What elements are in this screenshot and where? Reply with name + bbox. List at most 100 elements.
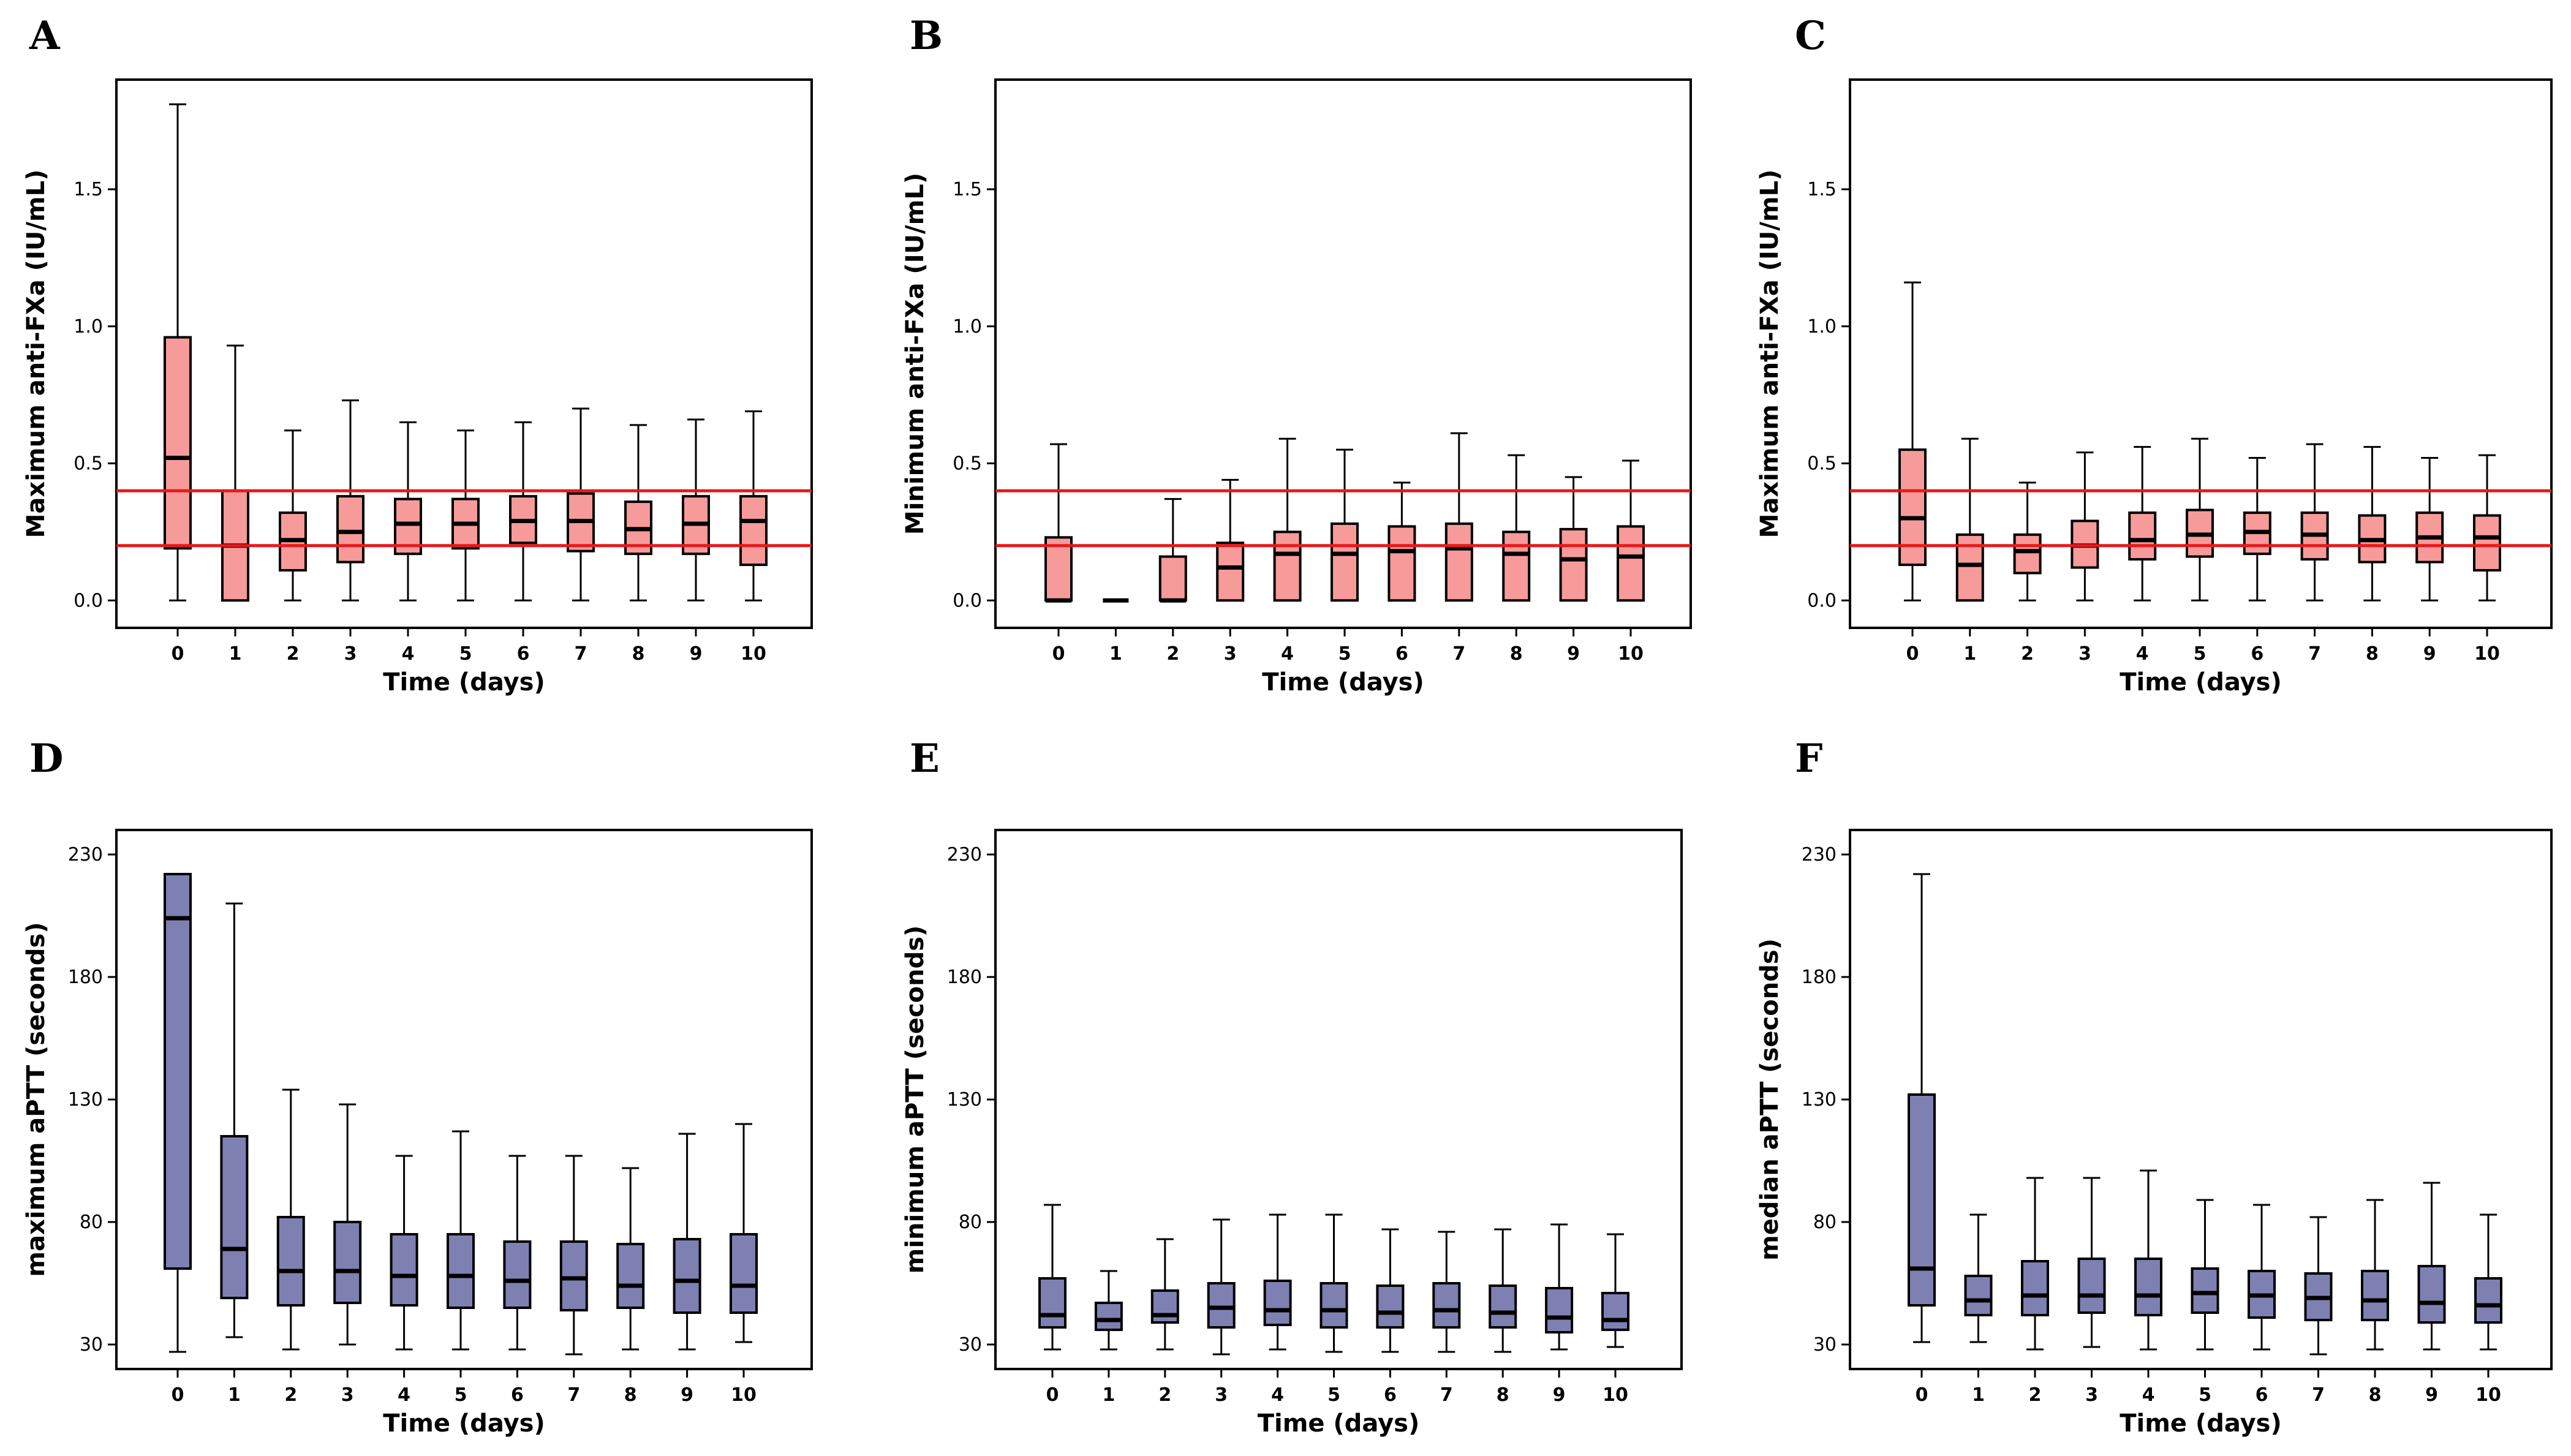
panel-d-xtick-label: 4 xyxy=(398,1384,410,1406)
panel-a-box-day-3 xyxy=(336,495,364,564)
panel-a-box-day-0 xyxy=(164,336,192,550)
panel-b-xtick-label: 6 xyxy=(1395,643,1408,665)
panel-f-ytick-label: 30 xyxy=(1813,1334,1837,1356)
panel-f-xtick-label: 3 xyxy=(2085,1384,2098,1406)
panel-e-box-day-5 xyxy=(1319,1282,1348,1329)
panel-d-box-day-9 xyxy=(673,1238,701,1314)
panel-e-ylabel: minimum aPTT (seconds) xyxy=(901,926,929,1274)
panel-e-xtick-label: 1 xyxy=(1102,1384,1115,1406)
panel-f-xtick-label: 8 xyxy=(2369,1384,2382,1406)
panel-e-xtick-label: 10 xyxy=(1603,1384,1628,1406)
panel-b-ytick-label: 0.0 xyxy=(953,590,982,611)
panel-d-ytick-label: 180 xyxy=(68,967,103,988)
panel-f-letter: F xyxy=(1795,736,1822,782)
panel-b-xtick-label: 2 xyxy=(1166,643,1179,665)
panel-e-xtick-label: 7 xyxy=(1440,1384,1453,1406)
panel-c-box-day-2 xyxy=(2013,533,2042,575)
panel-f-ytick-label: 130 xyxy=(1802,1089,1837,1111)
panel-b-xtick-label: 9 xyxy=(1567,643,1580,665)
panel-c-xtick-label: 6 xyxy=(2251,643,2263,665)
panel-c-xtick-label: 10 xyxy=(2474,643,2500,665)
panel-d-box-day-5 xyxy=(447,1233,475,1309)
panel-a-xtick-label: 7 xyxy=(575,643,587,665)
panel-f-xtick-label: 0 xyxy=(1916,1384,1928,1406)
panel-d-box-day-0 xyxy=(164,873,192,1270)
panel-e-xtick-label: 6 xyxy=(1384,1384,1397,1406)
panel-d-xtick-label: 6 xyxy=(511,1384,524,1406)
panel-c-xtick-label: 0 xyxy=(1906,643,1919,665)
panel-b-box-day-2 xyxy=(1158,555,1187,602)
panel-a-xtick-label: 6 xyxy=(517,643,530,665)
panel-f-xtick-label: 9 xyxy=(2425,1384,2438,1406)
panel-e-box-day-1 xyxy=(1094,1302,1123,1331)
panel-c-box-day-0 xyxy=(1898,448,1927,567)
panel-f-ytick-label: 230 xyxy=(1802,844,1837,866)
panel-d-xtick-label: 5 xyxy=(455,1384,467,1406)
panel-f-box-day-0 xyxy=(1908,1093,1936,1307)
panel-b-ytick-label: 1.0 xyxy=(953,316,982,338)
panel-d-xtick-label: 8 xyxy=(624,1384,637,1406)
panel-d-ytick-label: 230 xyxy=(68,844,103,866)
panel-e-ytick-label: 80 xyxy=(959,1212,982,1233)
panel-b-xtick-label: 4 xyxy=(1281,643,1294,665)
panel-f-box-day-9 xyxy=(2417,1265,2446,1324)
panel-a-xtick-label: 4 xyxy=(402,643,415,665)
panel-c-ytick-label: 1.0 xyxy=(1807,316,1837,338)
panel-e-box-day-7 xyxy=(1432,1282,1461,1329)
panel-d-xtick-label: 10 xyxy=(731,1384,757,1406)
panel-c-box-day-10 xyxy=(2473,514,2501,572)
panel-b-xtick-label: 10 xyxy=(1618,643,1644,665)
panel-b-xtick-label: 0 xyxy=(1052,643,1065,665)
panel-e-xtick-label: 3 xyxy=(1215,1384,1228,1406)
panel-e-letter: E xyxy=(910,736,940,782)
panel-f-xtick-label: 2 xyxy=(2029,1384,2042,1406)
panel-f-xtick-label: 7 xyxy=(2312,1384,2325,1406)
panel-c-ytick-label: 0.5 xyxy=(1807,453,1837,475)
panel-b-box-day-8 xyxy=(1502,530,1531,602)
panel-d-box-day-10 xyxy=(730,1233,758,1314)
panel-a-ytick-label: 0.0 xyxy=(74,590,103,611)
panel-f-xtick-label: 10 xyxy=(2475,1384,2501,1406)
panel-a-xtick-label: 2 xyxy=(287,643,300,665)
panel-a-ylabel: Maximum anti-FXa (IU/mL) xyxy=(22,170,50,538)
panel-a-box-day-10 xyxy=(739,495,768,567)
panel-a-xtick-label: 9 xyxy=(690,643,703,665)
panel-c-ylabel: Maximum anti-FXa (IU/mL) xyxy=(1756,170,1784,538)
panel-c-xtick-label: 4 xyxy=(2136,643,2149,665)
panel-b-box-day-10 xyxy=(1617,525,1645,602)
panel-c-xtick-label: 9 xyxy=(2423,643,2436,665)
panel-f-ytick-label: 180 xyxy=(1802,967,1837,988)
panel-f-xtick-label: 6 xyxy=(2256,1384,2268,1406)
panel-b-xtick-label: 8 xyxy=(1510,643,1523,665)
panel-e-xlabel: Time (days) xyxy=(1258,1409,1420,1438)
panel-c-letter: C xyxy=(1795,13,1826,59)
panel-e-box-day-8 xyxy=(1489,1284,1517,1329)
panel-f-box-day-3 xyxy=(2077,1258,2106,1314)
panel-a-xlabel: Time (days) xyxy=(383,668,545,696)
panel-d-box-day-8 xyxy=(616,1243,645,1309)
panel-e-box-day-4 xyxy=(1263,1280,1292,1326)
panel-d-box-day-1 xyxy=(220,1135,249,1299)
panel-a-xtick-label: 5 xyxy=(459,643,472,665)
panel-e-box-day-6 xyxy=(1376,1284,1405,1329)
panel-c-xlabel: Time (days) xyxy=(2120,668,2282,696)
panel-d-xtick-label: 1 xyxy=(228,1384,241,1406)
panel-f-box-day-5 xyxy=(2191,1267,2219,1314)
panel-e-box-day-9 xyxy=(1545,1287,1574,1333)
panel-d-ylabel: maximum aPTT (seconds) xyxy=(22,922,50,1277)
panel-b-letter: B xyxy=(910,13,943,59)
panel-b-ytick-label: 0.5 xyxy=(953,453,982,475)
panel-d-ytick-label: 80 xyxy=(80,1212,103,1233)
panel-f-xlabel: Time (days) xyxy=(2120,1409,2282,1438)
panel-d-xtick-label: 0 xyxy=(172,1384,184,1406)
panel-f-box-day-1 xyxy=(1964,1275,1993,1316)
panel-b-xtick-label: 5 xyxy=(1338,643,1351,665)
panel-b-ylabel: Minimum anti-FXa (IU/mL) xyxy=(901,173,929,535)
panel-e-box-day-3 xyxy=(1207,1282,1236,1329)
panel-d-xtick-label: 7 xyxy=(567,1384,580,1406)
panel-f-box-day-8 xyxy=(2361,1270,2389,1321)
panel-d-xlabel: Time (days) xyxy=(383,1409,545,1438)
panel-a-ytick-label: 1.5 xyxy=(74,179,103,200)
panel-c-xtick-label: 3 xyxy=(2078,643,2091,665)
